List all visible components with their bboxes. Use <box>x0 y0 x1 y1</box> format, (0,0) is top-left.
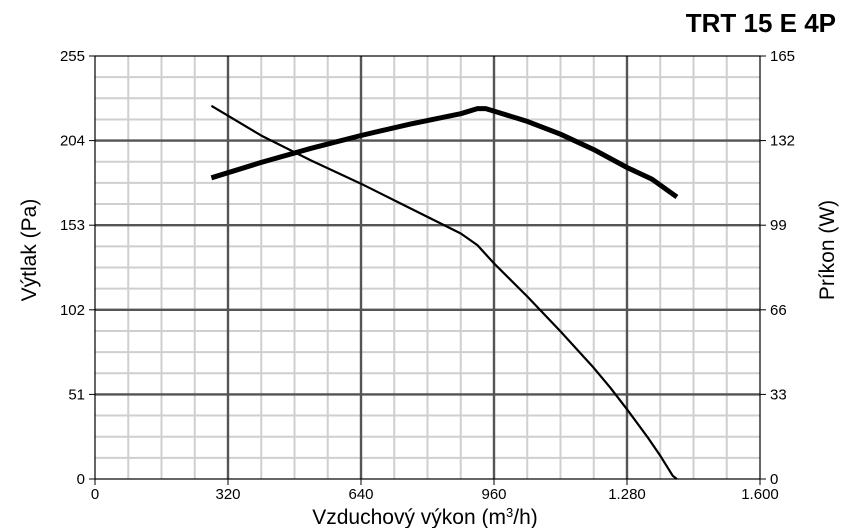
y-left-tick-label: 102 <box>60 302 85 319</box>
x-tick-label: 0 <box>91 486 99 503</box>
y-axis-label-left: Výtlak (Pa) <box>18 199 41 302</box>
plot-frame <box>94 55 761 480</box>
x-axis-label-tail: /h) <box>513 506 538 528</box>
series-layer <box>210 104 679 480</box>
y-left-tick-label: 0 <box>77 471 85 488</box>
y-right-tick-label: 33 <box>770 386 787 403</box>
x-axis-label-sup: 3 <box>506 505 513 520</box>
y-right-tick-label: 165 <box>770 48 795 65</box>
x-axis-label: Vzduchový výkon (m3/h) <box>312 505 538 528</box>
power-curve <box>210 106 679 200</box>
x-tick-label: 640 <box>348 486 373 503</box>
y-right-tick-label: 66 <box>770 302 787 319</box>
y-left-tick-label: 153 <box>60 217 85 234</box>
x-tick-label: 1.280 <box>608 486 646 503</box>
tick-labels: 0 320 640 960 1.280 1.60005110215320425503366… <box>60 48 795 503</box>
y-left-tick-label: 204 <box>60 133 85 150</box>
y-right-tick-label: 0 <box>770 471 778 488</box>
axis-ticks <box>89 55 766 485</box>
chart-title: TRT 15 E 4P <box>686 8 836 38</box>
y-left-tick-label: 51 <box>68 386 85 403</box>
x-tick-label: 960 <box>481 486 506 503</box>
x-tick-label: 1.600 <box>741 486 779 503</box>
y-axis-label-right: Príkon (W) <box>816 200 839 300</box>
y-right-tick-label: 99 <box>770 217 787 234</box>
y-left-tick-label: 255 <box>60 48 85 65</box>
pressure-curve <box>210 104 678 480</box>
y-right-tick-label: 132 <box>770 133 795 150</box>
x-axis-label-main: Vzduchový výkon (m <box>312 506 506 528</box>
major-grid <box>95 56 760 479</box>
x-tick-label: 320 <box>215 486 240 503</box>
